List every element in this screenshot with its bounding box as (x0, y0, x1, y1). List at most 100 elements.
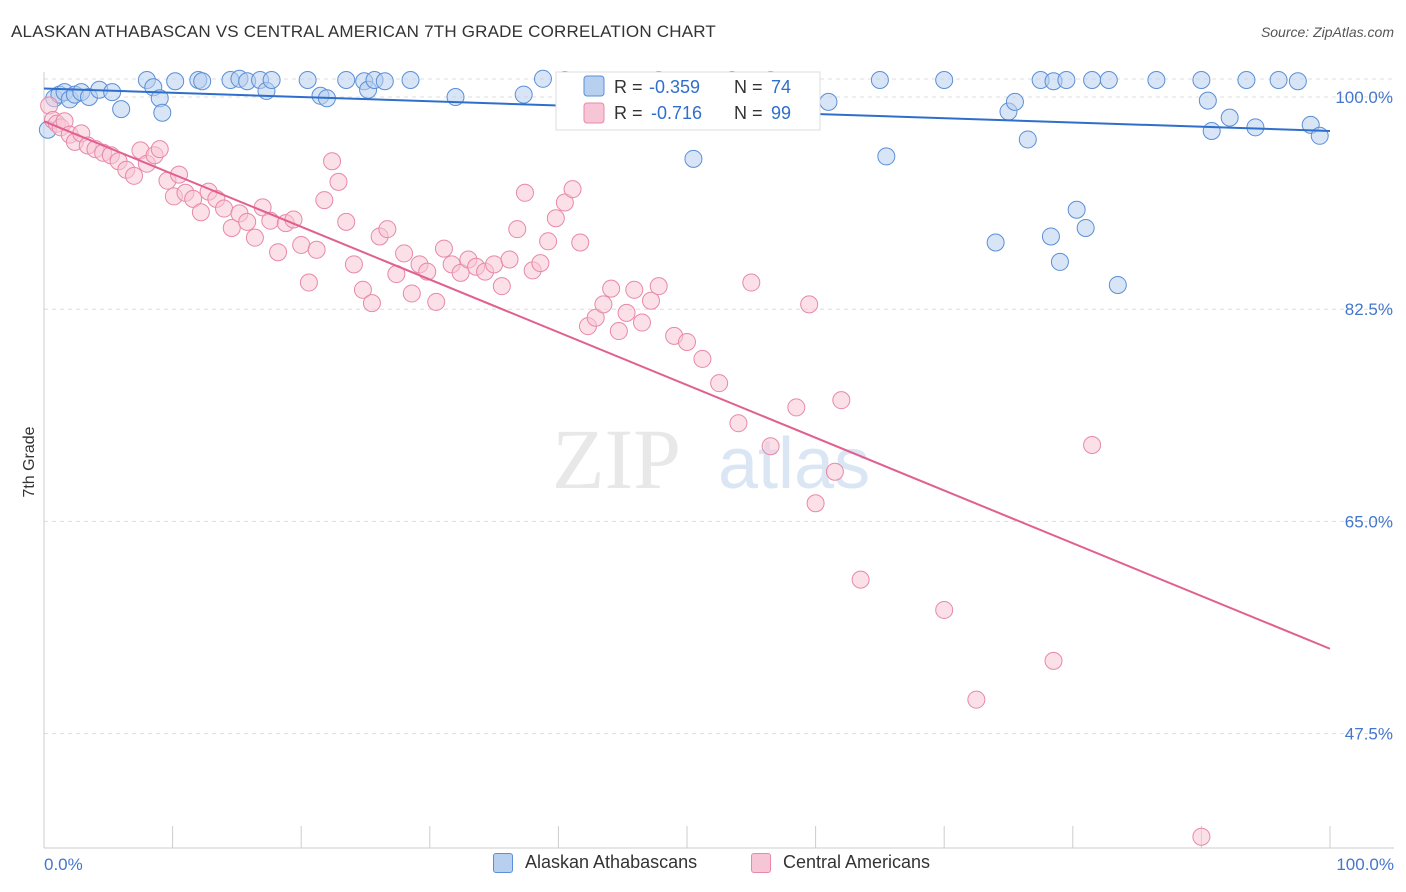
data-point (451, 263, 470, 282)
data-point (571, 233, 590, 252)
data-point (269, 243, 288, 262)
data-point (632, 313, 651, 332)
data-point (832, 391, 851, 410)
data-point (761, 437, 780, 456)
y-tick-label: 82.5% (1345, 300, 1393, 319)
data-point (515, 183, 534, 202)
legend-r-value-1: -0.359 (649, 77, 700, 97)
data-point (103, 83, 122, 102)
axes (43, 72, 1394, 849)
data-point (307, 240, 326, 259)
data-point (1108, 275, 1127, 294)
data-point (184, 189, 203, 208)
data-point (870, 71, 889, 90)
data-point (401, 71, 420, 90)
data-point (1083, 436, 1102, 455)
legend-r-label-2: R = (614, 103, 643, 123)
data-point (375, 72, 394, 91)
data-point (1237, 71, 1256, 90)
data-point (485, 255, 504, 274)
data-point (323, 152, 342, 171)
data-point (877, 147, 896, 166)
y-tick-label: 65.0% (1345, 512, 1393, 531)
data-point (262, 71, 281, 90)
data-point (586, 308, 605, 327)
stats-legend: R = -0.359 N = 74 R = -0.716 N = 99 (555, 71, 821, 131)
data-point (1220, 108, 1239, 127)
data-point (362, 294, 381, 313)
x-ticks (43, 826, 1331, 848)
data-point (1057, 71, 1076, 90)
data-point (245, 228, 264, 247)
data-point (935, 600, 954, 619)
y-tick-labels: 100.0% 82.5% 65.0% 47.5% (1335, 88, 1393, 744)
data-point (193, 72, 212, 91)
watermark: ZIP atlas (552, 411, 870, 507)
data-point (641, 291, 660, 310)
data-point (153, 103, 172, 122)
data-point (500, 250, 519, 269)
legend-n-value-1: 74 (771, 77, 791, 97)
legend-r-value-2: -0.716 (651, 103, 702, 123)
trend-line-central-americans (43, 120, 1331, 650)
data-point (1147, 71, 1166, 90)
data-point (555, 193, 574, 212)
data-point (986, 233, 1005, 252)
data-point (315, 191, 334, 210)
series-legend: Alaskan Athabascans Central Americans (0, 852, 1406, 878)
data-point (825, 462, 844, 481)
data-point (514, 85, 533, 104)
legend-r-label-1: R = (614, 77, 643, 97)
data-point (787, 398, 806, 417)
x-tick-label-min: 0.0% (44, 855, 83, 874)
data-point (625, 280, 644, 299)
data-point (819, 92, 838, 111)
y-tick-label: 100.0% (1335, 88, 1393, 107)
legend-swatch-pink (583, 102, 605, 124)
legend-item-central-americans: Central Americans (751, 852, 930, 873)
data-point (150, 140, 169, 159)
chart-title: ALASKAN ATHABASCAN VS CENTRAL AMERICAN 7… (11, 22, 716, 41)
data-point (742, 273, 761, 292)
data-point (684, 149, 703, 168)
data-point (710, 374, 729, 393)
data-point (337, 212, 356, 231)
data-point (1202, 121, 1221, 140)
data-point (1076, 218, 1095, 237)
data-point (1083, 71, 1102, 90)
data-point (1192, 827, 1211, 846)
legend-n-value-2: 99 (771, 103, 791, 123)
data-point (800, 295, 819, 314)
trend-lines (43, 87, 1331, 650)
data-point (533, 69, 552, 88)
legend-label-central-americans: Central Americans (783, 852, 931, 872)
data-point (299, 273, 318, 292)
data-point (1288, 72, 1307, 91)
data-point (191, 203, 210, 222)
legend-n-label-2: N = (734, 103, 763, 123)
data-point (594, 295, 613, 314)
data-point (434, 239, 453, 258)
data-point (693, 349, 712, 368)
data-point (378, 220, 397, 239)
legend-swatch-central-americans (751, 852, 771, 873)
y-tick-label: 47.5% (1345, 725, 1393, 744)
data-point (967, 690, 986, 709)
data-point (344, 255, 363, 274)
data-point (337, 71, 356, 90)
data-point (546, 209, 565, 228)
data-point (602, 279, 621, 298)
data-point (1005, 92, 1024, 111)
data-point (678, 332, 696, 351)
data-point (1198, 91, 1217, 110)
data-point (1192, 71, 1211, 90)
data-point (1269, 71, 1288, 90)
data-point (617, 303, 636, 322)
data-point (395, 244, 414, 263)
legend-item-alaskan-athabascans: Alaskan Athabascans (493, 852, 697, 873)
data-point (539, 232, 558, 251)
data-point (935, 71, 954, 90)
data-point (1044, 651, 1063, 670)
data-point (851, 570, 870, 589)
